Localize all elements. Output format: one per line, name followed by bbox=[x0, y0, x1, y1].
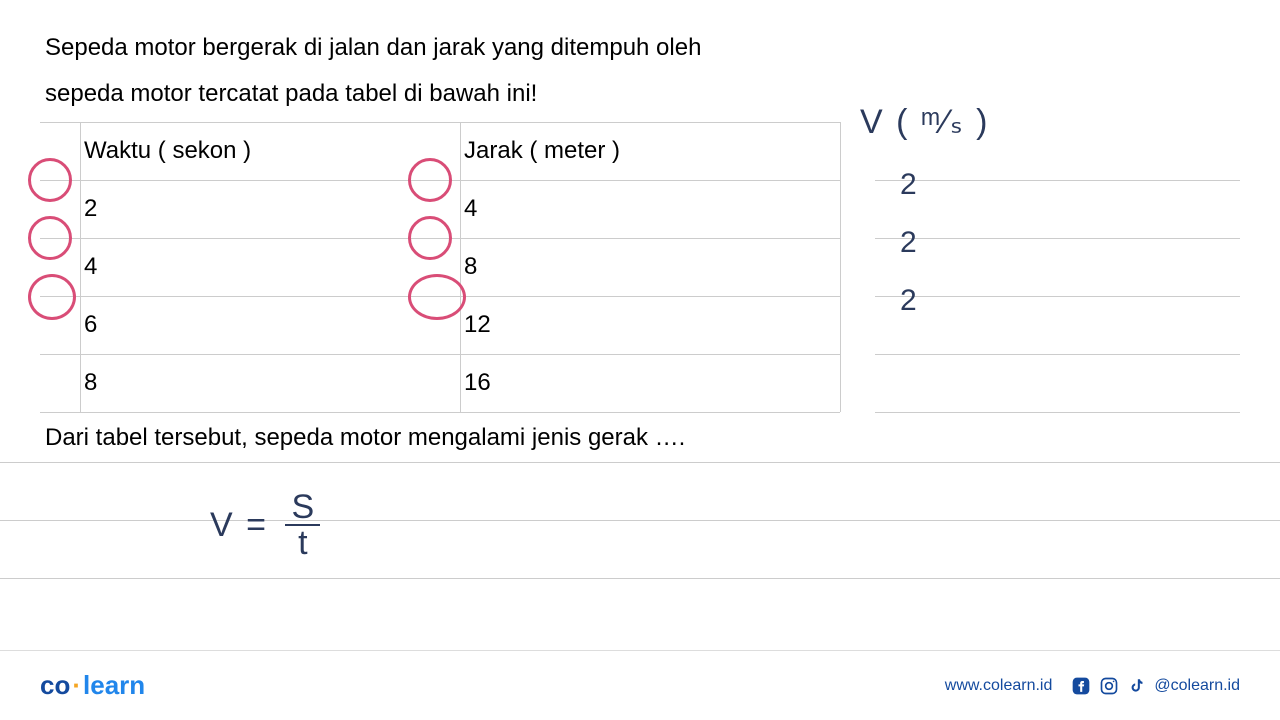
question-line-2: sepeda motor tercatat pada tabel di bawa… bbox=[40, 76, 1240, 112]
rule bbox=[0, 462, 1280, 463]
rule bbox=[0, 520, 1280, 521]
footer-right: www.colearn.id @colearn.id bbox=[945, 675, 1240, 697]
rule bbox=[0, 578, 1280, 579]
logo-dot: · bbox=[72, 670, 81, 700]
social-icons: @colearn.id bbox=[1070, 675, 1240, 697]
rule bbox=[40, 296, 840, 297]
vline bbox=[460, 122, 461, 412]
footer: co·learn www.colearn.id @colearn.id bbox=[0, 650, 1280, 720]
formula-fraction: S t bbox=[285, 490, 320, 560]
handwritten-value: 2 bbox=[900, 284, 917, 318]
cell-jarak: 16 bbox=[460, 354, 840, 412]
header-waktu: Waktu ( sekon ) bbox=[80, 122, 460, 180]
main-content: Sepeda motor bergerak di jalan dan jarak… bbox=[0, 0, 1280, 452]
facebook-icon bbox=[1070, 675, 1092, 697]
cell-jarak: 12 bbox=[460, 296, 840, 354]
formula-lhs: V bbox=[210, 506, 233, 545]
table-area: Waktu ( sekon ) Jarak ( meter ) 2 4 4 8 … bbox=[40, 122, 1240, 412]
cell-waktu: 6 bbox=[80, 296, 460, 354]
instagram-icon bbox=[1098, 675, 1120, 697]
formula-numerator: S bbox=[285, 490, 320, 526]
rule bbox=[875, 354, 1240, 355]
rule bbox=[875, 180, 1240, 181]
cell-waktu: 8 bbox=[80, 354, 460, 412]
rule bbox=[40, 238, 840, 239]
logo: co·learn bbox=[40, 670, 145, 701]
formula-eq: = bbox=[246, 506, 266, 545]
logo-co: co bbox=[40, 670, 70, 700]
rule bbox=[40, 354, 840, 355]
rule bbox=[875, 238, 1240, 239]
cell-jarak: 8 bbox=[460, 238, 840, 296]
vline bbox=[840, 122, 841, 412]
vline bbox=[80, 122, 81, 412]
footer-url: www.colearn.id bbox=[945, 677, 1053, 695]
logo-learn: learn bbox=[83, 670, 145, 700]
rule bbox=[875, 296, 1240, 297]
rule bbox=[875, 412, 1240, 413]
handwritten-value: 2 bbox=[900, 168, 917, 202]
question-line-1: Sepeda motor bergerak di jalan dan jarak… bbox=[40, 30, 1240, 66]
cell-waktu: 2 bbox=[80, 180, 460, 238]
handwritten-v-header: V ( ᵐ⁄ₛ ) bbox=[860, 102, 990, 142]
cell-waktu: 4 bbox=[80, 238, 460, 296]
handwritten-value: 2 bbox=[900, 226, 917, 260]
cell-jarak: 4 bbox=[460, 180, 840, 238]
footer-handle: @colearn.id bbox=[1154, 677, 1240, 695]
rule bbox=[40, 180, 840, 181]
conclusion-text: Dari tabel tersebut, sepeda motor mengal… bbox=[40, 424, 1240, 452]
rule bbox=[40, 412, 840, 413]
header-jarak: Jarak ( meter ) bbox=[460, 122, 840, 180]
handwritten-formula: V = S t bbox=[210, 490, 320, 560]
rule bbox=[40, 122, 840, 123]
formula-denominator: t bbox=[285, 526, 320, 560]
tiktok-icon bbox=[1126, 675, 1148, 697]
